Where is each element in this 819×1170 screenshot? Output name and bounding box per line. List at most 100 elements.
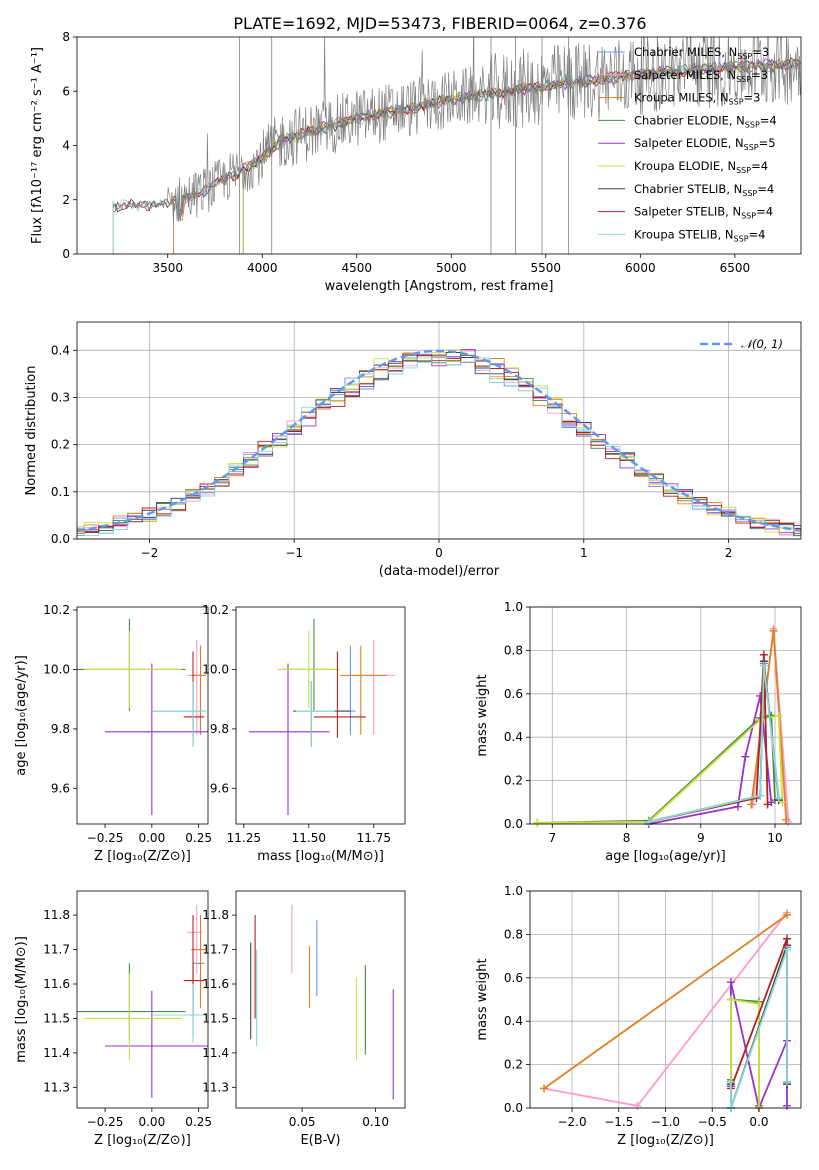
legend-label: Salpeter STELIB, NSSP=4 <box>634 205 773 221</box>
x-axis-label: age [log₁₀(age/yr)] <box>605 849 726 864</box>
y-axis-label: Flux [fλ10⁻¹⁷ erg cm⁻² s⁻¹ A⁻¹] <box>30 47 45 244</box>
legend-label: Salpeter MILES, NSSP=3 <box>634 68 768 84</box>
plot-area <box>77 618 208 816</box>
panel-residual-histogram: −2 −1 0 1 2 0.0 0.1 0.2 0.3 0.4 (data-model)/error… <box>24 321 802 579</box>
panel-age-vs-metallicity: −0.25 0.00 0.25 9.6 9.8 10.0 10.2 Z [log₁₀(Z/Z⊙… <box>14 603 212 864</box>
y-tick-label: 0.0 <box>504 817 523 831</box>
x-tick-label: 1 <box>580 546 588 560</box>
y-tick-label: 11.7 <box>202 943 229 957</box>
x-tick-label: 9 <box>697 831 705 845</box>
x-tick-label: −0.25 <box>87 831 124 845</box>
y-axis-label: age [log₁₀(age/yr)] <box>14 655 29 776</box>
x-axis-label: Z [log₁₀(Z/Z⊙)] <box>617 1133 714 1148</box>
x-tick-label: 0.10 <box>362 1115 389 1129</box>
y-tick-label: 11.8 <box>202 908 229 922</box>
y-axis-label: Normed distribution <box>24 366 39 496</box>
mass-weight-marker <box>540 1084 549 1093</box>
panel-age-vs-mass: 11.25 11.50 11.75 9.6 9.8 10.0 10.2 mass [log₁₀… <box>202 603 406 864</box>
x-tick-label: 0.25 <box>185 1115 212 1129</box>
x-tick-label: 6000 <box>625 261 656 275</box>
mass-weight-line <box>730 998 760 1108</box>
y-tick-label: 0.8 <box>504 643 523 657</box>
y-tick-label: 11.4 <box>202 1046 229 1060</box>
mass-weight-marker <box>774 793 783 802</box>
x-tick-label: 8 <box>623 831 631 845</box>
plot-area <box>533 624 793 828</box>
y-tick-label: 10.2 <box>43 603 70 617</box>
y-tick-label: 11.5 <box>202 1011 229 1025</box>
mass-weight-marker <box>782 910 791 919</box>
x-tick-label: 11.50 <box>292 831 326 845</box>
observed-spectrum-line <box>112 37 801 222</box>
mass-weight-marker <box>533 818 542 827</box>
y-tick-label: 9.8 <box>210 722 229 736</box>
x-tick-label: 0.00 <box>138 1115 165 1129</box>
y-tick-label: 0.2 <box>504 774 523 788</box>
mass-weight-marker <box>741 752 750 761</box>
mass-weight-marker <box>782 1077 791 1086</box>
x-tick-label: 5000 <box>436 261 467 275</box>
x-tick-label: −0.25 <box>87 1115 124 1129</box>
legend-label: Kroupa MILES, NSSP=3 <box>634 91 760 107</box>
x-tick-label: 0.05 <box>289 1115 316 1129</box>
axes-frame <box>235 890 406 1109</box>
axes-frame <box>529 890 802 1109</box>
y-tick-label: 11.6 <box>43 977 70 991</box>
chart-title: PLATE=1692, MJD=53473, FIBERID=0064, z=0… <box>233 14 646 33</box>
y-tick-label: 0.1 <box>51 485 70 499</box>
y-tick-label: 0.3 <box>51 390 70 404</box>
y-tick-label: 9.8 <box>51 722 70 736</box>
axes-frame <box>235 606 406 825</box>
axes-frame <box>529 606 802 825</box>
legend-label: Chabrier MILES, NSSP=3 <box>634 45 769 61</box>
mass-weight-marker <box>726 978 735 987</box>
x-tick-label: −2.0 <box>557 1115 586 1129</box>
mass-weight-marker <box>782 945 791 954</box>
plot-area <box>77 348 801 537</box>
y-tick-label: 11.3 <box>202 1080 229 1094</box>
mass-weight-marker <box>763 800 772 809</box>
mass-weight-marker <box>747 800 756 809</box>
y-tick-label: 11.8 <box>43 908 70 922</box>
mass-weight-marker <box>756 791 765 800</box>
x-tick-label: 7 <box>548 831 556 845</box>
x-axis-label: Z [log₁₀(Z/Z⊙)] <box>94 849 191 864</box>
mass-weight-marker <box>754 999 763 1008</box>
legend-label: Salpeter ELODIE, NSSP=5 <box>634 136 776 152</box>
y-tick-label: 0.8 <box>504 927 523 941</box>
y-tick-label: 2 <box>62 193 70 207</box>
y-tick-label: 1.0 <box>504 600 523 614</box>
mass-weight-marker <box>769 626 778 635</box>
x-tick-label: −2 <box>141 546 159 560</box>
mass-weight-marker <box>726 1077 735 1086</box>
mass-weight-marker <box>782 1101 791 1110</box>
x-axis-label: E(B-V) <box>300 1133 340 1148</box>
y-tick-label: 10.0 <box>43 662 70 676</box>
mass-weight-marker <box>644 817 653 826</box>
y-tick-label: 0.4 <box>504 1014 523 1028</box>
y-tick-label: 0.2 <box>51 438 70 452</box>
x-tick-label: 4000 <box>247 261 278 275</box>
x-tick-label: 0.25 <box>185 831 212 845</box>
y-axis-label: mass [log₁₀(M/M⊙)] <box>14 936 29 1063</box>
axes-frame <box>76 606 209 825</box>
mass-weight-marker <box>733 802 742 811</box>
axes-frame <box>76 321 802 540</box>
y-tick-label: 0.6 <box>504 971 523 985</box>
mass-weight-line <box>648 665 780 823</box>
y-tick-label: 11.3 <box>43 1080 70 1094</box>
plot-area <box>77 904 208 1098</box>
x-tick-label: 6500 <box>720 261 751 275</box>
y-tick-label: 11.7 <box>43 943 70 957</box>
x-tick-label: −1.0 <box>651 1115 680 1129</box>
y-axis-label: mass weight <box>475 674 490 756</box>
mass-weight-marker <box>759 661 768 670</box>
y-tick-label: 11.5 <box>43 1011 70 1025</box>
y-tick-label: 9.6 <box>210 781 229 795</box>
y-tick-label: 0 <box>62 247 70 261</box>
x-tick-label: −1 <box>285 546 303 560</box>
y-tick-label: 1.0 <box>504 884 523 898</box>
x-tick-label: 5500 <box>531 261 562 275</box>
panel-mass-weight-vs-age: 7 8 9 10 0.0 0.2 0.4 0.6 0.8 1.0 age [log₁₀(age/yr… <box>475 600 802 864</box>
x-axis-label: mass [log₁₀(M/M⊙)] <box>257 849 384 864</box>
